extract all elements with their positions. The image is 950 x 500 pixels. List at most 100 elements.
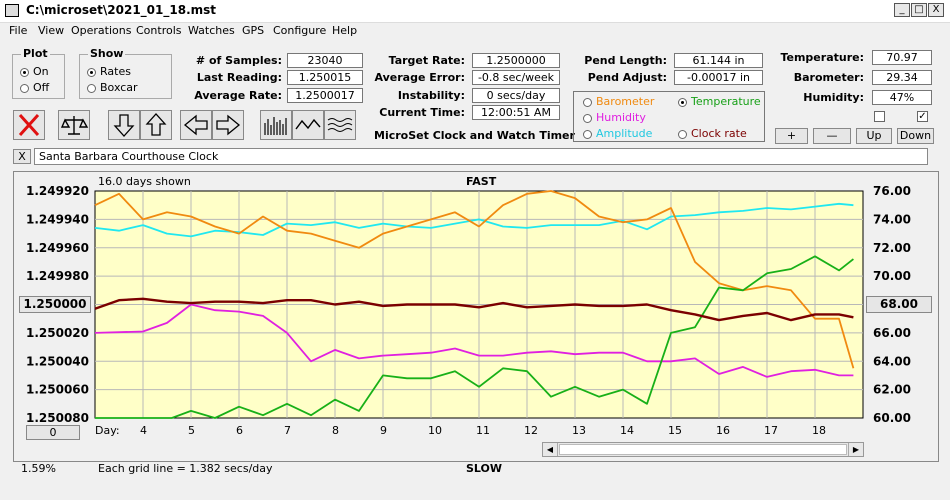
grid-note-label: Each grid line = 1.382 secs/day	[98, 462, 273, 475]
balance-button[interactable]	[58, 110, 90, 140]
menu-gps[interactable]: GPS	[242, 24, 265, 37]
target-rate-value: 1.2500000	[472, 53, 560, 68]
arrow-up-icon	[145, 113, 167, 136]
scroll-position-button[interactable]: 0	[26, 425, 80, 440]
sensor-amplitude-radio[interactable]: Amplitude	[583, 127, 652, 140]
menu-operations[interactable]: Operations	[71, 24, 132, 37]
checkbox-left[interactable]	[874, 111, 885, 122]
current-time-label: Current Time:	[379, 106, 465, 119]
menu-configure[interactable]: Configure	[273, 24, 327, 37]
last-reading-label: Last Reading:	[196, 71, 282, 84]
right-tick-label: 72.00	[873, 241, 911, 255]
red-x-icon	[18, 113, 40, 137]
left-tick-label: 1.250020	[26, 326, 89, 340]
sensor-temperature-radio[interactable]: Temperature	[678, 95, 761, 108]
menu-view[interactable]: View	[38, 24, 65, 37]
show-rates-radio[interactable]: Rates	[87, 65, 131, 78]
clear-description-button[interactable]: X	[13, 149, 31, 164]
horizontal-scrollbar[interactable]: ◀ ▶	[542, 442, 864, 457]
radio-checked-icon	[678, 97, 687, 107]
radio-unchecked-icon	[583, 113, 592, 123]
right-tick-label: 62.00	[873, 383, 911, 397]
left-tick-label: 1.249980	[26, 269, 89, 283]
menu-watches[interactable]: Watches	[188, 24, 235, 37]
description-input[interactable]: Santa Barbara Courthouse Clock	[34, 148, 928, 165]
right-center-button[interactable]: 68.00	[866, 296, 932, 313]
close-button[interactable]: X	[928, 3, 944, 17]
right-tick-label: 60.00	[873, 411, 911, 425]
checkbox-right[interactable]: ✓	[917, 111, 928, 122]
slow-label: SLOW	[466, 462, 503, 475]
menu-controls[interactable]: Controls	[136, 24, 182, 37]
down-arrow-button[interactable]	[108, 110, 140, 140]
barometer-value: 29.34	[872, 70, 932, 85]
stop-button[interactable]	[13, 110, 45, 140]
average-error-value: -0.8 sec/week	[472, 70, 560, 85]
current-time-value: 12:00:51 AM	[472, 105, 560, 120]
x-tick-label: 15	[668, 424, 682, 437]
maximize-button[interactable]: □	[911, 3, 927, 17]
pend-adjust-label: Pend Adjust:	[587, 71, 667, 84]
filter-view-button[interactable]	[324, 110, 356, 140]
series-line-amplitude	[94, 202, 854, 238]
x-tick-label: 5	[188, 424, 195, 437]
last-reading-value: 1.250015	[287, 70, 363, 85]
plot-off-radio[interactable]: Off	[20, 81, 49, 94]
minimize-button[interactable]: _	[894, 3, 910, 17]
show-group: Show Rates Boxcar	[79, 47, 172, 99]
series-line-barometer	[94, 190, 855, 369]
left-center-button[interactable]: 1.250000	[19, 296, 91, 313]
sensor-minus-button[interactable]: —	[813, 128, 851, 144]
radio-unchecked-icon	[87, 83, 96, 93]
window-title: C:\microset\2021_01_18.mst	[26, 3, 217, 17]
pend-length-value: 61.144 in	[674, 53, 763, 68]
radio-unchecked-icon	[583, 129, 592, 139]
days-shown-label: 16.0 days shown	[98, 175, 191, 188]
menu-file[interactable]: File	[9, 24, 28, 37]
x-tick-label: 11	[476, 424, 490, 437]
sensor-clock-rate-radio[interactable]: Clock rate	[678, 127, 747, 140]
right-tick-label: 70.00	[873, 269, 911, 283]
temperature-label: Temperature:	[780, 51, 864, 64]
left-tick-label: 1.250060	[26, 383, 89, 397]
sensor-barometer-radio[interactable]: Barometer	[583, 95, 654, 108]
app-icon	[5, 4, 19, 17]
show-group-title: Show	[88, 47, 126, 60]
menu-help[interactable]: Help	[332, 24, 358, 37]
scroll-left-arrow-icon[interactable]: ◀	[543, 443, 558, 456]
left-arrow-button[interactable]	[180, 110, 212, 140]
x-tick-label: 13	[572, 424, 586, 437]
arrow-down-icon	[113, 114, 135, 137]
target-rate-label: Target Rate:	[388, 54, 465, 67]
left-tick-label: 1.250040	[26, 354, 89, 368]
left-tick-label: 1.249960	[26, 241, 89, 255]
sensor-up-button[interactable]: Up	[856, 128, 892, 144]
radio-unchecked-icon	[20, 83, 29, 93]
x-axis-label: Day:	[95, 424, 120, 437]
x-tick-label: 12	[524, 424, 538, 437]
right-tick-label: 66.00	[873, 326, 911, 340]
sensor-select-box: Barometer Temperature Humidity Amplitude…	[573, 91, 765, 142]
temperature-value: 70.97	[872, 50, 932, 65]
plot-on-radio[interactable]: On	[20, 65, 49, 78]
zoom-label: 1.59%	[21, 462, 56, 475]
sensor-down-button[interactable]: Down	[897, 128, 934, 144]
up-arrow-button[interactable]	[140, 110, 172, 140]
x-tick-label: 8	[332, 424, 339, 437]
sensor-plus-button[interactable]: +	[775, 128, 808, 144]
scroll-thumb[interactable]	[559, 444, 847, 455]
show-boxcar-radio[interactable]: Boxcar	[87, 81, 138, 94]
samples-label: # of Samples:	[195, 54, 282, 67]
humidity-value: 47%	[872, 90, 932, 105]
scroll-right-arrow-icon[interactable]: ▶	[848, 443, 863, 456]
line-view-button[interactable]	[292, 110, 324, 140]
right-arrow-button[interactable]	[212, 110, 244, 140]
x-tick-label: 17	[764, 424, 778, 437]
sensor-humidity-radio[interactable]: Humidity	[583, 111, 646, 124]
x-tick-label: 7	[284, 424, 291, 437]
samples-value: 23040	[287, 53, 363, 68]
series-line-temperature	[95, 255, 854, 419]
bars-view-button[interactable]	[260, 110, 292, 140]
multi-wave-icon	[327, 118, 353, 132]
